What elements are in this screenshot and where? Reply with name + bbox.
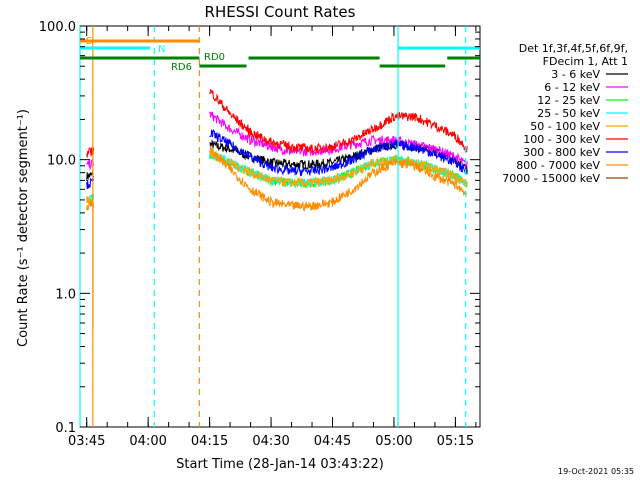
state-bar-label-1: N: [158, 44, 165, 55]
state-bar-label-3: RD0: [204, 52, 225, 63]
chart-title: RHESSI Count Rates: [205, 3, 356, 21]
x-tick-label-4: 04:45: [314, 434, 351, 449]
series-line-5-seg-1: [209, 88, 468, 154]
x-tick-label-3: 04:30: [252, 434, 289, 449]
axes: 0.1 1.0 10.0 100.0 03:45 04:00 04:15 04:30 04:45…: [39, 20, 480, 449]
y-axis-label: Count Rate (s⁻¹ detector segment⁻¹): [16, 109, 31, 347]
x-tick-label-5: 05:00: [375, 434, 412, 449]
x-tick-label-1: 04:00: [129, 434, 166, 449]
series-line-1-seg-1: [209, 111, 468, 169]
legend-header-line-2: FDecim 1, Att 1: [543, 55, 628, 68]
legend-label-2: 12 - 25 keV: [537, 94, 600, 107]
state-bar-label-0: S: [86, 36, 92, 47]
series-line-7-seg-1: [209, 145, 468, 212]
series-line-4-seg-1: [209, 150, 468, 188]
legend-label-3: 25 - 50 keV: [537, 107, 600, 120]
legend-label-0: 3 - 6 keV: [551, 68, 600, 81]
y-tick-label-1: 1.0: [55, 287, 76, 302]
x-tick-label-0: 03:45: [68, 434, 105, 449]
x-axis-label: Start Time (28-Jan-14 03:43:22): [176, 457, 384, 472]
state-bar-label-4: RD6: [171, 62, 192, 73]
y-tick-label-2: 10.0: [47, 154, 76, 169]
y-tick-label-0: 0.1: [55, 421, 76, 436]
series-line-6-seg-1: [209, 128, 468, 176]
series-layer: [86, 88, 468, 212]
legend-label-6: 300 - 800 keV: [523, 146, 600, 159]
y-tick-label-3: 100.0: [39, 20, 76, 35]
legend-label-1: 6 - 12 keV: [544, 81, 600, 94]
legend-label-4: 50 - 100 keV: [530, 120, 600, 133]
vertical-markers: [79, 26, 467, 427]
state-bars: S N RD0 RD6: [80, 36, 480, 73]
x-tick-label-2: 04:15: [191, 434, 228, 449]
legend-header-line-1: Det 1f,3f,4f,5f,6f,9f,: [519, 42, 628, 55]
legend-label-8: 7000 - 15000 keV: [502, 172, 600, 185]
x-tick-label-6: 05:15: [437, 434, 474, 449]
legend-label-5: 100 - 300 keV: [523, 133, 600, 146]
legend-label-7: 800 - 7000 keV: [516, 159, 600, 172]
footer-timestamp: 19-Oct-2021 05:35: [558, 467, 634, 476]
legend: Det 1f,3f,4f,5f,6f,9f, FDecim 1, Att 1 3…: [502, 42, 628, 185]
